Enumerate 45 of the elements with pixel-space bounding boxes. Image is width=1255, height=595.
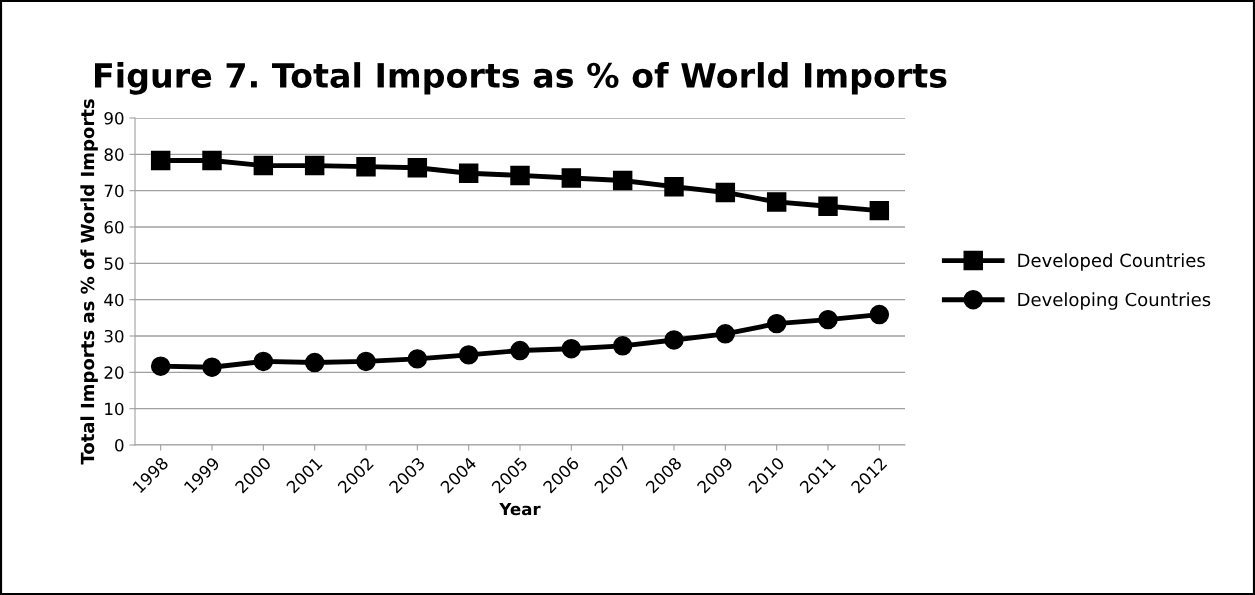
point [202,150,222,171]
point [612,170,633,191]
point [407,349,428,369]
y-tick-label: 0 [115,438,124,452]
y-tick-label: 90 [104,111,124,125]
y-tick-label: 50 [104,257,124,270]
point [356,156,376,177]
point [304,155,325,176]
point [253,155,274,176]
y-tick-label: 40 [104,293,124,307]
point [818,309,838,330]
point [664,330,684,350]
point [869,200,890,221]
point [715,182,736,203]
point [561,338,582,359]
legend-label: Developed Countries [1018,253,1205,271]
point [458,163,479,183]
point [664,176,684,197]
point [715,324,736,344]
point [612,336,633,356]
y-axis-title: Total Imports as % of World Imports [80,99,98,465]
point [510,340,530,361]
point [818,196,838,217]
y-tick-label: 10 [105,402,124,416]
y-tick-label: 20 [104,366,124,379]
point [407,158,428,178]
point [150,150,171,171]
point [304,352,325,373]
y-tick-label: 60 [104,220,124,234]
y-tick-label: 70 [104,184,124,198]
point [766,313,787,334]
y-tick-label: 30 [104,329,124,343]
point [561,168,582,188]
point [869,304,890,325]
x-axis-title: Year [499,502,541,516]
y-tick-label: 80 [104,148,124,161]
point [150,356,171,376]
point [253,351,274,372]
point [202,357,222,377]
point [356,351,376,372]
point [458,345,479,365]
legend-label: Developing Countries [1018,292,1211,310]
point [766,192,787,212]
point [510,165,530,186]
chart-title: Figure 7. Total Imports as % of World Imports [95,62,947,95]
